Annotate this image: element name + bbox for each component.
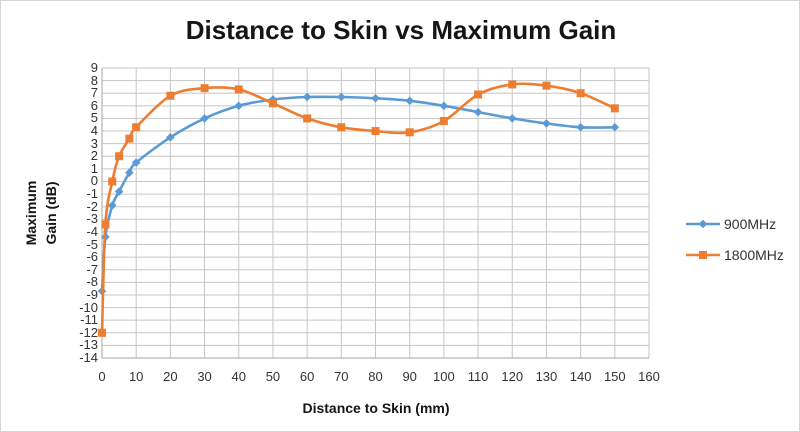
y-tick-label: -4 (86, 223, 98, 239)
x-tick-label: 60 (299, 369, 315, 384)
x-tick-label: 100 (433, 369, 455, 384)
x-tick-label: 110 (467, 369, 489, 384)
x-tick-label: 160 (638, 369, 660, 384)
y-tick-label: -1 (86, 186, 98, 202)
y-tick-label: -5 (86, 236, 98, 252)
legend-item-900mhz: 900MHz (684, 214, 776, 234)
x-tick-label: 130 (535, 369, 558, 384)
y-tick-label: 5 (90, 110, 98, 126)
x-tick-label: 150 (603, 369, 626, 384)
legend-swatch-diamond (686, 219, 720, 229)
x-tick-label: 140 (569, 369, 592, 384)
x-tick-label: 70 (334, 369, 349, 384)
y-tick-label: -9 (86, 286, 98, 302)
x-tick-label: 20 (163, 369, 178, 384)
y-tick-label: 6 (90, 97, 98, 113)
legend-item-1800mhz: 1800MHz (684, 245, 784, 265)
y-tick-label: -11 (80, 312, 98, 328)
chart-title: Distance to Skin vs Maximum Gain (185, 15, 617, 45)
y-tick-label: -13 (79, 337, 98, 353)
y-tick-label: 1 (90, 160, 98, 176)
x-axis-title: Distance to Skin (mm) (302, 400, 450, 416)
legend-label: 900MHz (724, 216, 777, 232)
y-tick-label: 0 (90, 173, 98, 189)
x-tick-label: 30 (197, 369, 212, 384)
y-tick-label: -8 (86, 274, 98, 290)
y-tick-label: -7 (86, 261, 98, 277)
x-tick-label: 0 (98, 369, 106, 384)
legend-swatch-square (686, 251, 720, 259)
y-tick-label: -6 (86, 249, 98, 265)
series-900mhz-markers (97, 92, 620, 296)
gridlines (102, 67, 650, 358)
y-tick-label: 7 (90, 85, 98, 101)
y-tick-label: 4 (90, 123, 98, 139)
x-tick-label: 90 (402, 369, 417, 384)
y-tick-label: 8 (90, 72, 98, 88)
x-tick-label: 10 (128, 369, 144, 384)
y-tick-label: -10 (79, 299, 98, 315)
y-tick-label: 9 (90, 60, 98, 75)
x-tick-label: 80 (368, 369, 383, 384)
series-1800mhz-markers (98, 80, 619, 337)
y-tick-label: -12 (79, 324, 98, 340)
x-tick-label: 120 (501, 369, 524, 384)
y-tick-label: 2 (90, 148, 98, 164)
x-tick-label: 50 (265, 369, 281, 384)
legend-label: 1800MHz (724, 247, 784, 263)
y-tick-label: 3 (90, 135, 98, 151)
y-tick-label: -2 (86, 198, 98, 214)
y-tick-label: -14 (79, 350, 98, 365)
x-tick-label: 40 (231, 369, 246, 384)
y-axis-title-line1: Maximum (23, 180, 39, 246)
y-tick-label: -3 (86, 211, 98, 227)
